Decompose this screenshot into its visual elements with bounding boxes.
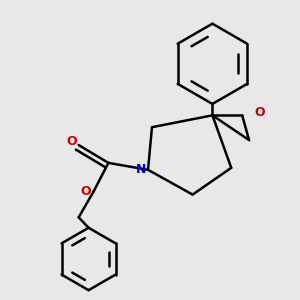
Text: N: N	[135, 163, 146, 176]
Text: O: O	[254, 106, 265, 119]
Text: O: O	[66, 135, 76, 148]
Text: O: O	[81, 185, 92, 198]
